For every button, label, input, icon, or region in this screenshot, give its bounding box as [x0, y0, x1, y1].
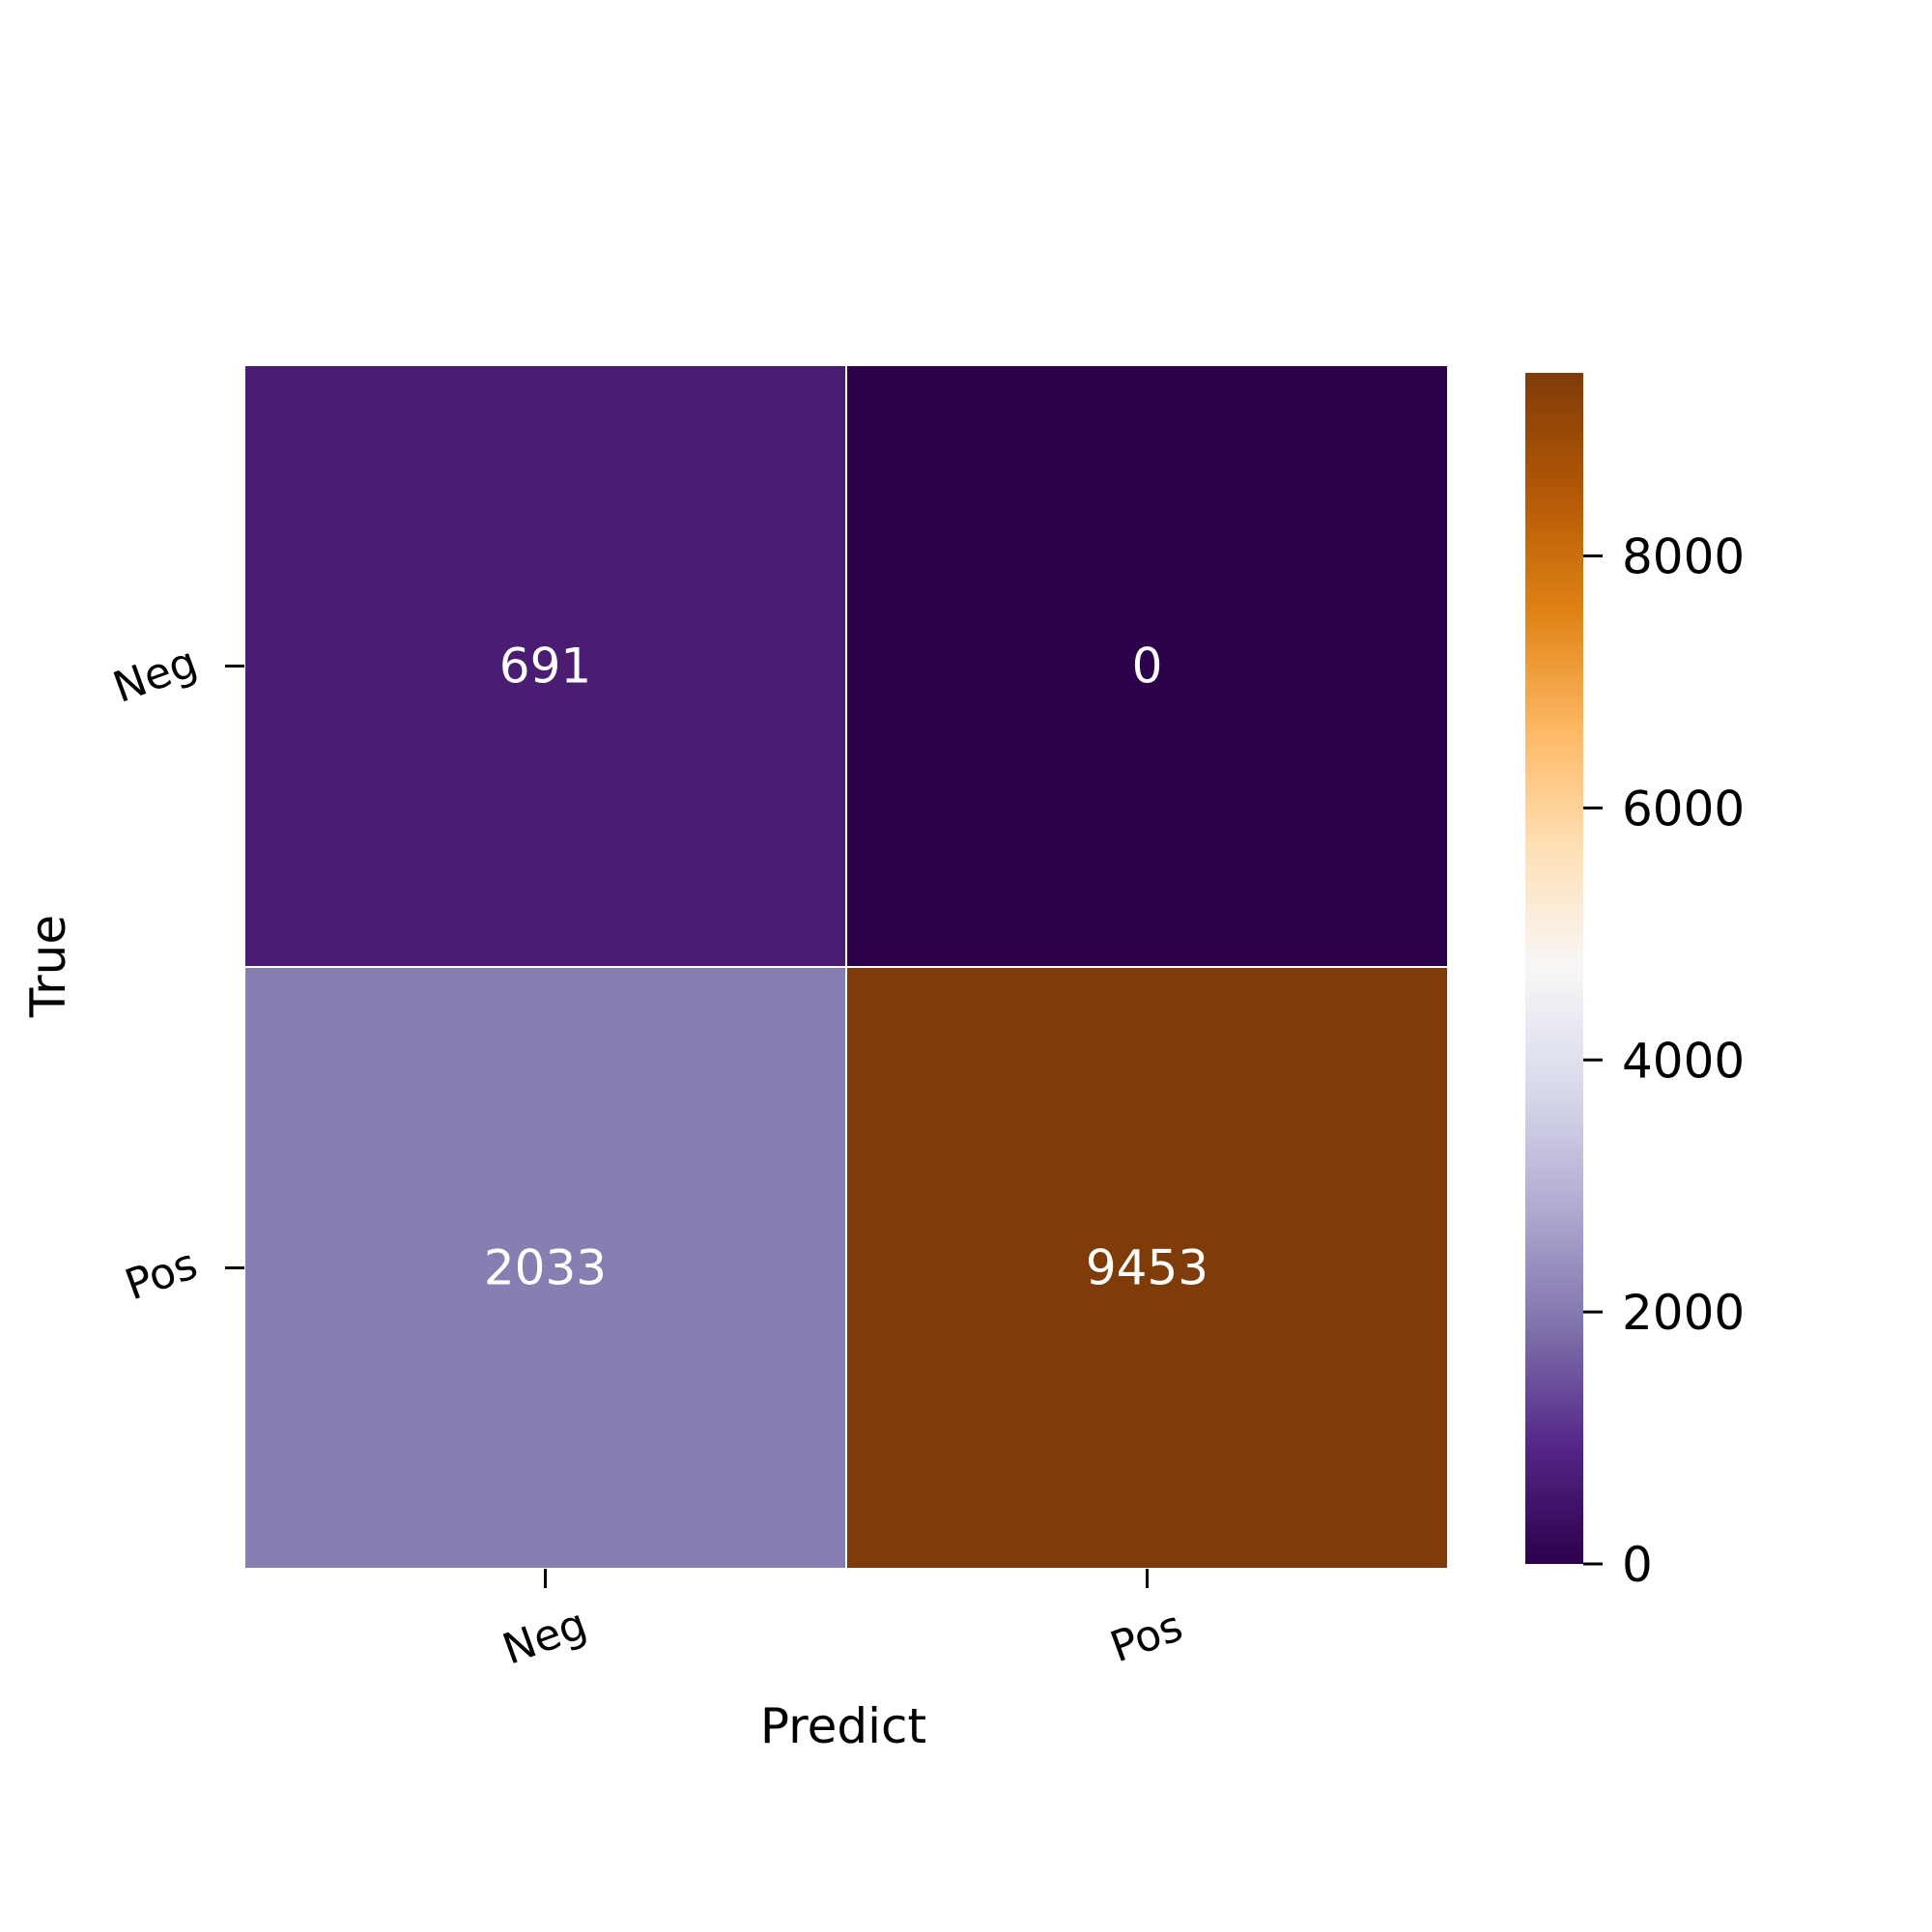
y-tick-label: Pos: [119, 1239, 204, 1311]
cell-value-label: 0: [1132, 639, 1163, 695]
heatmap-cells: 691 0 2033 9453: [243, 364, 1449, 1570]
colorbar-tick-label: 0: [1622, 1537, 1653, 1593]
cell-value-label: 9453: [1086, 1240, 1208, 1296]
x-axis: Neg Pos: [497, 1569, 1189, 1675]
cell-value-label: 2033: [484, 1240, 607, 1296]
colorbar-tick-label: 2000: [1622, 1285, 1745, 1341]
colorbar: 0 2000 4000 6000 8000: [1525, 373, 1745, 1593]
x-tick-label: Neg: [497, 1600, 593, 1675]
colorbar-tick-label: 6000: [1622, 781, 1745, 837]
x-tick-label: Pos: [1104, 1602, 1189, 1673]
x-axis-label: Predict: [760, 1698, 926, 1754]
heatmap-cell-neg-neg: [243, 364, 847, 968]
heatmap-cell-pos-pos: [845, 966, 1449, 1570]
heatmap-cell-neg-pos: [845, 364, 1449, 968]
heatmap-cell-pos-neg: [243, 966, 847, 1570]
y-axis-label: True: [20, 915, 76, 1018]
cell-value-label: 691: [499, 639, 591, 695]
colorbar-tick-label: 8000: [1622, 529, 1745, 585]
colorbar-tick-label: 4000: [1622, 1033, 1745, 1089]
y-axis: Neg Pos: [107, 638, 244, 1311]
colorbar-gradient: [1525, 373, 1583, 1564]
y-tick-label: Neg: [107, 638, 204, 713]
